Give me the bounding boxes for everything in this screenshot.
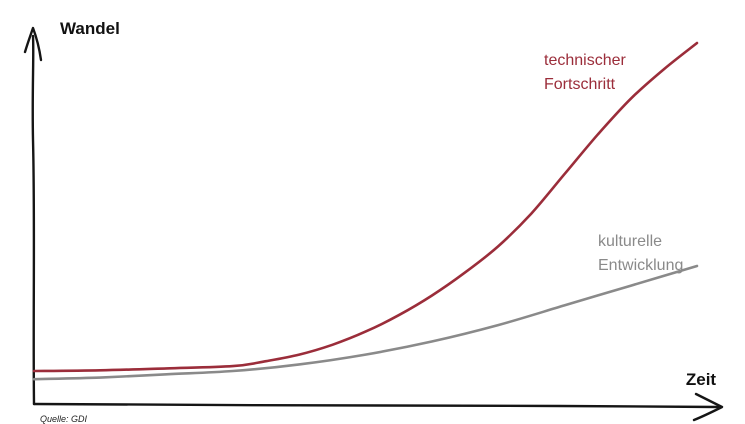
- series-line-technischer-fortschritt: [32, 41, 699, 373]
- x-axis-title: Zeit: [686, 370, 717, 389]
- series-label-technischer-fortschritt: technischer Fortschritt: [544, 52, 630, 93]
- x-axis-arrow-icon: [692, 392, 724, 422]
- y-axis-line: [31, 34, 36, 406]
- source-note: Quelle: GDI: [40, 414, 88, 424]
- series-label-kulturelle-entwicklung: kulturelle Entwicklung: [598, 233, 683, 274]
- x-axis-line: [32, 402, 720, 409]
- y-axis-title: Wandel: [60, 19, 120, 38]
- y-axis-arrow-icon: [23, 26, 43, 62]
- series-line-kulturelle-entwicklung: [32, 264, 699, 381]
